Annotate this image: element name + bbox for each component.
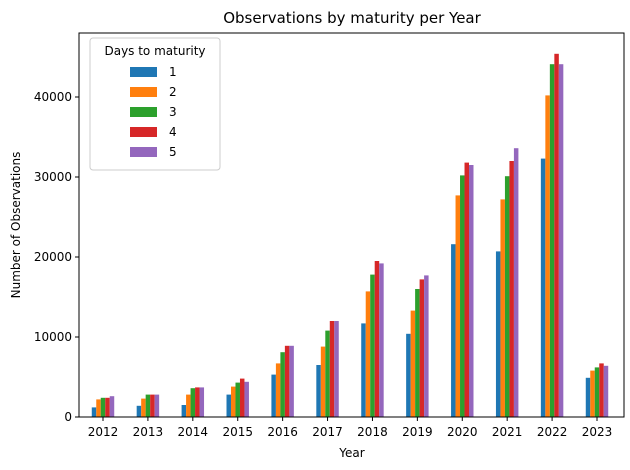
bar-2012-series-4 bbox=[105, 397, 110, 417]
legend-swatch-2 bbox=[130, 87, 157, 97]
bar-2012-series-1 bbox=[91, 407, 97, 417]
bar-2014-series-4 bbox=[195, 387, 200, 417]
bar-2023-series-2 bbox=[590, 370, 595, 417]
bar-2018-series-5 bbox=[379, 263, 384, 417]
bar-2018-series-3 bbox=[370, 274, 375, 417]
bar-2018-series-1 bbox=[361, 323, 366, 417]
bar-2022-series-2 bbox=[545, 95, 550, 418]
x-tick-label: 2016 bbox=[267, 425, 298, 439]
x-tick-label: 2022 bbox=[537, 425, 568, 439]
bar-2018-series-2 bbox=[365, 291, 371, 417]
bar-2023-series-1 bbox=[585, 377, 591, 417]
y-tick-label: 40000 bbox=[34, 90, 72, 104]
x-tick-label: 2014 bbox=[178, 425, 209, 439]
bar-2017-series-5 bbox=[334, 321, 339, 417]
bar-2012-series-5 bbox=[109, 396, 115, 417]
plot-frame bbox=[78, 32, 625, 418]
bar-2020-series-5 bbox=[469, 165, 474, 417]
bar-2016-series-3 bbox=[280, 352, 285, 417]
bar-2022-series-3 bbox=[549, 64, 555, 417]
bar-2022-series-4 bbox=[554, 53, 559, 418]
bar-2021-series-1 bbox=[495, 251, 501, 417]
bar-2019-series-5 bbox=[424, 275, 429, 417]
bar-2014-series-1 bbox=[181, 405, 187, 417]
bar-2015-series-2 bbox=[230, 386, 236, 417]
bar-2020-series-2 bbox=[455, 195, 461, 417]
bar-2019-series-3 bbox=[415, 289, 420, 417]
bar-2020-series-1 bbox=[451, 244, 456, 417]
x-tick-label: 2017 bbox=[312, 425, 343, 439]
legend: Days to maturity 1 2 3 4 5 bbox=[89, 37, 221, 171]
y-tick-label: 30000 bbox=[34, 170, 72, 184]
bar-2015-series-5 bbox=[244, 381, 249, 417]
bar-2017-series-3 bbox=[325, 330, 330, 417]
y-tick-label: 0 bbox=[64, 410, 72, 424]
bar-2020-series-4 bbox=[464, 162, 470, 417]
y-tick-label: 20000 bbox=[34, 250, 72, 264]
bar-2021-series-5 bbox=[513, 148, 519, 417]
legend-swatch-1 bbox=[130, 67, 157, 77]
bar-2015-series-3 bbox=[235, 382, 240, 417]
bar-2016-series-4 bbox=[284, 345, 290, 417]
x-tick-label: 2020 bbox=[447, 425, 478, 439]
x-tick-label: 2018 bbox=[357, 425, 388, 439]
plot-area bbox=[91, 53, 609, 418]
bar-2013-series-5 bbox=[154, 394, 160, 417]
bar-2017-series-1 bbox=[316, 365, 321, 417]
y-tick-label: 10000 bbox=[34, 330, 72, 344]
legend-label-2: 2 bbox=[169, 85, 177, 99]
bar-2014-series-3 bbox=[190, 388, 196, 417]
bar-2019-series-2 bbox=[410, 310, 416, 417]
legend-label-3: 3 bbox=[169, 105, 177, 119]
chart-title: Observations by maturity per Year bbox=[223, 9, 481, 27]
y-axis: 0 10000 20000 30000 40000 bbox=[34, 90, 79, 424]
bar-2013-series-4 bbox=[150, 394, 155, 417]
legend-box bbox=[89, 37, 221, 171]
bar-2016-series-5 bbox=[289, 345, 294, 417]
y-axis-label: Number of Observations bbox=[9, 152, 23, 299]
bar-2023-series-5 bbox=[603, 365, 609, 417]
x-tick-label: 2012 bbox=[88, 425, 119, 439]
bar-2014-series-2 bbox=[186, 394, 191, 417]
bar-2022-series-5 bbox=[558, 64, 564, 417]
bar-2014-series-5 bbox=[199, 387, 205, 417]
x-axis: 2012 2013 2014 2015 2016 2017 2018 2019 2020 2021… bbox=[88, 417, 613, 439]
x-tick-label: 2013 bbox=[133, 425, 164, 439]
legend-swatch-5 bbox=[130, 147, 157, 157]
bar-2017-series-4 bbox=[329, 321, 335, 417]
bar-2020-series-3 bbox=[460, 175, 465, 417]
bar-2015-series-4 bbox=[239, 378, 245, 417]
x-axis-label: Year bbox=[338, 446, 364, 460]
bar-2019-series-4 bbox=[419, 279, 425, 417]
legend-label-5: 5 bbox=[169, 145, 177, 159]
legend-label-4: 4 bbox=[169, 125, 177, 139]
bar-2013-series-2 bbox=[141, 398, 146, 417]
bar-2022-series-1 bbox=[540, 158, 546, 417]
x-tick-label: 2021 bbox=[492, 425, 523, 439]
bar-2013-series-1 bbox=[136, 405, 142, 417]
bar-2015-series-1 bbox=[226, 394, 231, 417]
bar-2021-series-3 bbox=[504, 176, 510, 417]
bar-2012-series-2 bbox=[96, 399, 101, 417]
legend-swatch-4 bbox=[130, 127, 157, 137]
bar-2023-series-4 bbox=[599, 363, 604, 417]
bar-2019-series-1 bbox=[406, 333, 411, 417]
bar-2021-series-4 bbox=[509, 161, 514, 417]
bar-2017-series-2 bbox=[320, 346, 326, 417]
x-tick-label: 2023 bbox=[582, 425, 613, 439]
bar-2018-series-4 bbox=[374, 261, 380, 417]
bar-2023-series-3 bbox=[594, 367, 600, 417]
x-tick-label: 2019 bbox=[402, 425, 433, 439]
legend-title: Days to maturity bbox=[104, 44, 205, 58]
legend-swatch-3 bbox=[130, 107, 157, 117]
bar-2021-series-2 bbox=[500, 199, 505, 417]
bar-2016-series-1 bbox=[271, 374, 276, 417]
bar-2012-series-3 bbox=[100, 397, 106, 417]
bar-2013-series-3 bbox=[145, 394, 151, 417]
bar-2016-series-2 bbox=[275, 363, 281, 417]
legend-label-1: 1 bbox=[169, 65, 177, 79]
x-tick-label: 2015 bbox=[222, 425, 253, 439]
